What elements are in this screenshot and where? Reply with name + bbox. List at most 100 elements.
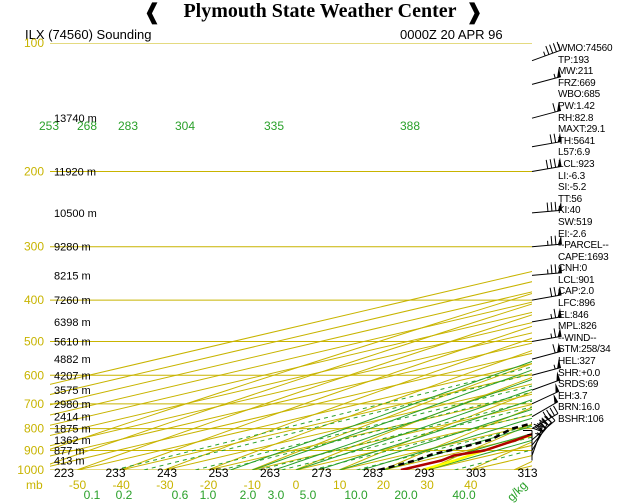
wind-barb-pennant xyxy=(555,383,560,393)
wind-barb xyxy=(531,307,562,323)
wind-barb-half-flag xyxy=(553,73,556,79)
moist-adiabat-line xyxy=(295,388,532,470)
dry-adiabat-line xyxy=(50,303,532,465)
mixing-ratio-tick-label: 40.0 xyxy=(452,488,476,502)
pressure-tick-label: 800 xyxy=(24,422,44,436)
gkg-label: g/kg xyxy=(504,478,530,503)
mixing-ratio-tick-label: 20.0 xyxy=(394,488,418,502)
wind-barb-staff xyxy=(531,390,560,405)
wind-barb-pennant xyxy=(553,393,558,404)
param-item: SRDS:69 xyxy=(558,379,599,391)
wind-barb-staff xyxy=(531,272,562,276)
theta-tick-label: 223 xyxy=(54,466,74,480)
height-label: 4882 m xyxy=(54,354,91,366)
wind-barb-flag xyxy=(546,409,552,418)
isotherm-line xyxy=(164,383,532,470)
height-label: 8215 m xyxy=(54,270,91,282)
pressure-tick-label: 400 xyxy=(24,293,44,307)
wind-barb-flag xyxy=(554,235,557,245)
theta-tick-label: 283 xyxy=(363,466,383,480)
moist-adiabat-line xyxy=(252,369,532,470)
wind-barb-flag xyxy=(553,158,557,168)
dry-adiabat-line xyxy=(426,423,532,470)
wind-barb-flag xyxy=(546,202,549,212)
wind-barb-staff xyxy=(531,401,559,418)
wind-barb-flag xyxy=(542,418,550,427)
height-label: 9280 m xyxy=(54,242,91,254)
isotherm-line xyxy=(121,373,532,470)
height-label: 1875 m xyxy=(54,424,91,436)
temperature-tick-label: -10 xyxy=(244,478,262,492)
isotherm-line xyxy=(50,352,532,467)
param-item: EI:-2.6 xyxy=(558,228,587,240)
pressure-tick-label: 100 xyxy=(24,36,44,50)
dry-adiabat-line xyxy=(50,292,532,450)
temperature-tick-label: 30 xyxy=(420,478,434,492)
mixing-ratio-line xyxy=(258,400,532,470)
wind-barb-half-flag xyxy=(553,364,556,370)
wind-barb-pennant xyxy=(557,157,562,168)
param-item: FRZ:669 xyxy=(558,77,596,89)
param-item: SHR:+0.0 xyxy=(558,367,601,379)
pressure-tick-label: 700 xyxy=(24,397,44,411)
theta-tick-label: 263 xyxy=(260,466,280,480)
wind-barb xyxy=(531,235,562,248)
pressure-tick-label: 1000 xyxy=(17,463,44,477)
pressure-tick-label: 500 xyxy=(24,334,44,348)
isotherm-line xyxy=(50,342,532,457)
isotherm-line xyxy=(50,322,532,437)
wind-barb-half-flag xyxy=(543,51,546,57)
time-label: 0000Z 20 APR 96 xyxy=(400,27,503,42)
height-label: 7260 m xyxy=(54,295,91,307)
param-item: BSHR:106 xyxy=(558,414,604,425)
mixing-ratio-line xyxy=(195,385,532,470)
dry-adiabat-line xyxy=(120,325,532,470)
height-label: 1362 m xyxy=(54,435,91,447)
temperature-tick-label: -20 xyxy=(200,478,218,492)
plymouth-logo-left-icon: ❰ xyxy=(143,0,162,25)
param-item: PW:1.42 xyxy=(558,100,595,112)
theta-e-tick-label: 304 xyxy=(175,119,195,133)
wind-barb-staff xyxy=(531,367,562,376)
theta-e-tick-label: 253 xyxy=(39,119,59,133)
temperature-tick-label: 40 xyxy=(464,478,478,492)
mb-label: mb xyxy=(26,478,43,492)
wind-barb-flag xyxy=(549,159,553,169)
wind-barb-staff xyxy=(531,379,561,391)
param-item: SI:-5.2 xyxy=(558,182,587,194)
wind-barb xyxy=(531,371,561,391)
param-item: CNH:0 xyxy=(558,263,588,275)
param-item: LI:-6.3 xyxy=(558,170,585,182)
wind-barb xyxy=(531,132,562,148)
wind-barb-flag xyxy=(549,44,554,54)
wind-barb xyxy=(531,67,562,85)
wind-barb-flag xyxy=(549,134,553,144)
isotherm-line xyxy=(50,311,532,426)
wind-barb-staff xyxy=(531,243,562,248)
theta-tick-label: 253 xyxy=(208,466,228,480)
plot-area xyxy=(50,43,532,470)
wind-barb-staff xyxy=(531,316,562,323)
temperature-tick-label: -50 xyxy=(69,478,87,492)
wind-barb-pennant xyxy=(557,101,561,112)
wind-barb-flag xyxy=(542,411,549,420)
param-item: TT:56 xyxy=(558,193,583,205)
wind-barb-flag xyxy=(553,308,557,318)
height-label: 413 m xyxy=(54,455,85,467)
param-item: WMO:74560 xyxy=(558,43,613,54)
wind-barb-staff xyxy=(531,350,562,360)
isotherm-line xyxy=(50,332,532,447)
wind-barb-flag xyxy=(539,421,547,429)
wind-barb-staff xyxy=(531,109,562,119)
wind-barb-pennant xyxy=(557,132,562,143)
wind-barb xyxy=(531,263,562,276)
wind-barb xyxy=(531,393,559,418)
theta-tick-label: 303 xyxy=(466,466,486,480)
temperature-trace xyxy=(400,432,532,470)
theta-e-tick-label: 388 xyxy=(400,119,420,133)
wind-barb-pennant xyxy=(557,201,562,211)
wind-barb-flag xyxy=(545,415,553,424)
param-item: STM:258/34 xyxy=(558,344,611,356)
wind-barb-pennant xyxy=(557,358,561,369)
wind-barb xyxy=(531,201,562,214)
